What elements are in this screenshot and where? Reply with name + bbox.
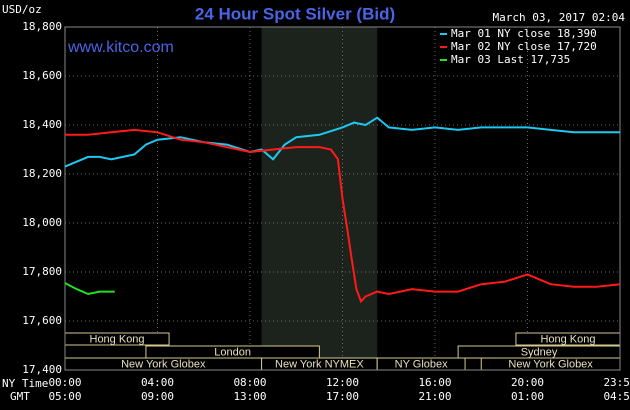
x-tick-label: 08:00 xyxy=(233,376,266,389)
series-line xyxy=(64,116,620,168)
x-tick-label: 00:00 xyxy=(48,376,81,389)
x2-tick-label: 01:00 xyxy=(511,390,544,403)
y-tick-label: 18,800 xyxy=(22,20,62,33)
y-tick-label: 18,200 xyxy=(22,167,62,180)
x2-tick-label: 17:00 xyxy=(326,390,359,403)
session-label: London xyxy=(214,346,251,358)
site: www.kitco.com xyxy=(67,39,174,56)
timestamp: March 03, 2017 02:04 xyxy=(493,11,626,24)
session-label: Hong Kong xyxy=(90,333,145,345)
x-tick-label: 12:00 xyxy=(326,376,359,389)
y-tick-label: 17,600 xyxy=(22,314,62,327)
session-label: NY Globex xyxy=(395,358,448,370)
x-tick-label: 16:00 xyxy=(418,376,451,389)
x2-axis-label: GMT xyxy=(10,390,30,403)
x-tick-label: 20:00 xyxy=(511,376,544,389)
x-axis-label: NY Time xyxy=(2,377,48,390)
series-line xyxy=(65,128,621,304)
session-label: Hong Kong xyxy=(540,333,595,345)
x-tick-label: 04:00 xyxy=(141,376,174,389)
legend-label: Mar 02 NY close 17,720 xyxy=(451,40,597,53)
plot-frame xyxy=(64,26,621,371)
series-line xyxy=(64,282,115,296)
x2-tick-label: 21:00 xyxy=(418,390,451,403)
session-label: New York Globex xyxy=(121,358,206,370)
session-label: New York Globex xyxy=(508,358,593,370)
y-tick-label: 18,600 xyxy=(22,69,62,82)
x-tick-label: 23:59 xyxy=(603,376,630,389)
legend-label: Mar 03 Last 17,735 xyxy=(451,53,570,66)
y-tick-label: 17,400 xyxy=(22,363,62,376)
chart-title: 24 Hour Spot Silver (Bid) xyxy=(195,4,395,23)
x2-tick-label: 04:59 xyxy=(603,390,630,403)
legend-label: Mar 01 NY close 18,390 xyxy=(451,27,597,40)
y-tick-label: 18,000 xyxy=(22,216,62,229)
y-tick-label: 17,800 xyxy=(22,265,62,278)
y-tick-label: 18,400 xyxy=(22,118,62,131)
x2-tick-label: 05:00 xyxy=(48,390,81,403)
x2-tick-label: 13:00 xyxy=(233,390,266,403)
session-label: Sydney xyxy=(521,346,558,358)
session-label: New York NYMEX xyxy=(275,358,364,370)
y-axis-label: USD/oz xyxy=(2,3,42,16)
x2-tick-label: 09:00 xyxy=(141,390,174,403)
session-shade xyxy=(261,27,378,370)
